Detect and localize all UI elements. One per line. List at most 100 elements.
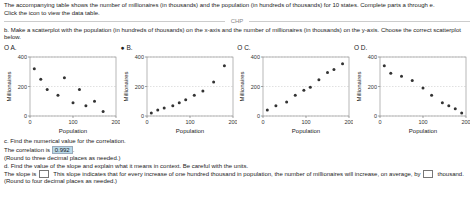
divider-rule — [249, 21, 470, 22]
scatter-plot: 02004000100200PopulationMillionaires — [237, 52, 353, 136]
point — [411, 79, 414, 82]
tick-label: 200 — [251, 83, 260, 89]
tick — [145, 115, 147, 116]
tick-label: 200 — [134, 83, 143, 89]
divider-rule — [4, 21, 225, 22]
tick-label: 0 — [262, 119, 265, 125]
point — [201, 89, 204, 92]
x-axis-label: Population — [409, 128, 437, 134]
tick-label: 400 — [251, 54, 260, 60]
text-line: c. Find the numerical value for the corr… — [4, 138, 470, 146]
annotation: This slope indicates that for every incr… — [50, 171, 420, 177]
tick — [116, 116, 117, 118]
y-axis-label: Millionaires — [123, 71, 129, 101]
tick — [30, 116, 31, 118]
answer-box[interactable] — [39, 170, 49, 178]
tick-label: 200 — [111, 119, 120, 125]
tick-label: 100 — [68, 119, 77, 125]
point — [192, 93, 195, 96]
grid-line — [147, 86, 233, 87]
tick-label: 100 — [418, 119, 427, 125]
tick-label: 200 — [368, 83, 377, 89]
plot-row: O A.02004000100200PopulationMillionaires… — [4, 44, 470, 139]
grid-line — [263, 86, 349, 87]
plot-title: O D. — [354, 44, 470, 52]
point — [72, 101, 75, 104]
page: The accompanying table shows the number … — [0, 0, 474, 188]
tick-label: 200 — [461, 119, 470, 125]
point — [275, 104, 278, 107]
point — [93, 99, 96, 102]
tick-label: 400 — [134, 54, 143, 60]
point — [326, 70, 329, 73]
tick-label: 200 — [228, 119, 237, 125]
point — [223, 64, 226, 67]
plot-cell: O A.02004000100200PopulationMillionaires — [4, 44, 120, 139]
annotation: The correlation is — [4, 147, 52, 153]
y-axis-label: Millionaires — [356, 71, 362, 101]
plot-frame — [147, 57, 233, 116]
divider: CHP — [4, 18, 470, 26]
annotation: b. Make a scatterplot with the populatio… — [4, 27, 463, 41]
plot-frame — [30, 57, 116, 116]
annotation: c. Find the numerical value for the corr… — [4, 138, 126, 144]
text-line: d. Find the value of the slope and expla… — [4, 163, 470, 171]
points — [383, 64, 463, 114]
point — [184, 98, 187, 101]
tick-label: 0 — [378, 119, 381, 125]
x-axis-label: Population — [292, 128, 320, 134]
plot-area — [30, 57, 116, 116]
x-axis-label: Population — [175, 128, 203, 134]
answer-box[interactable] — [423, 170, 433, 178]
point — [46, 87, 49, 90]
scatter-plot: 0 200 400 0 100 200 Population Millionaires — [354, 52, 470, 136]
tick — [465, 116, 466, 118]
plot-area — [147, 57, 233, 116]
point — [441, 101, 444, 104]
tick — [73, 116, 74, 118]
point — [400, 74, 403, 77]
tick-label: 0 — [24, 113, 27, 119]
scatter-plot: 02004000100200PopulationMillionaires — [121, 52, 237, 136]
tick — [145, 86, 147, 87]
point — [454, 107, 457, 110]
plot-frame — [263, 57, 349, 116]
plot-cell: ● B.02004000100200PopulationMillionaires — [121, 44, 237, 139]
tick-label: 400 — [368, 54, 377, 60]
tick — [379, 116, 380, 118]
point — [333, 68, 336, 71]
point — [318, 78, 321, 81]
tick — [306, 116, 307, 118]
tick-label: 100 — [302, 119, 311, 125]
plot-title: ● B. — [121, 44, 237, 52]
tick — [349, 116, 350, 118]
point — [78, 87, 81, 90]
point — [266, 108, 269, 111]
annotation: d. Find the value of the slope and expla… — [4, 163, 248, 169]
text-line: Click the icon to view the data table. — [4, 10, 470, 18]
point — [162, 106, 165, 109]
tick — [189, 116, 190, 118]
tick — [422, 116, 423, 118]
y-axis-label: Millionaires — [6, 71, 12, 101]
plot-cell: O C.02004000100200PopulationMillionaires — [237, 44, 353, 139]
point — [212, 80, 215, 83]
annotation: Click the icon to view the data table. — [4, 10, 100, 16]
text-line: The slope is This slope indicates that f… — [4, 170, 470, 178]
point — [309, 85, 312, 88]
annotation: . — [73, 147, 75, 153]
point — [389, 71, 392, 74]
point — [460, 111, 463, 114]
tick-label: 0 — [374, 113, 377, 119]
point — [84, 104, 87, 107]
annotation: thousand. — [434, 171, 464, 177]
point — [56, 93, 59, 96]
plot-frame — [380, 57, 466, 116]
plot-area — [263, 57, 349, 116]
point — [156, 108, 159, 111]
tick-label: 200 — [18, 83, 27, 89]
point — [171, 104, 174, 107]
tick-label: 0 — [28, 119, 31, 125]
point — [177, 101, 180, 104]
point — [383, 64, 386, 67]
